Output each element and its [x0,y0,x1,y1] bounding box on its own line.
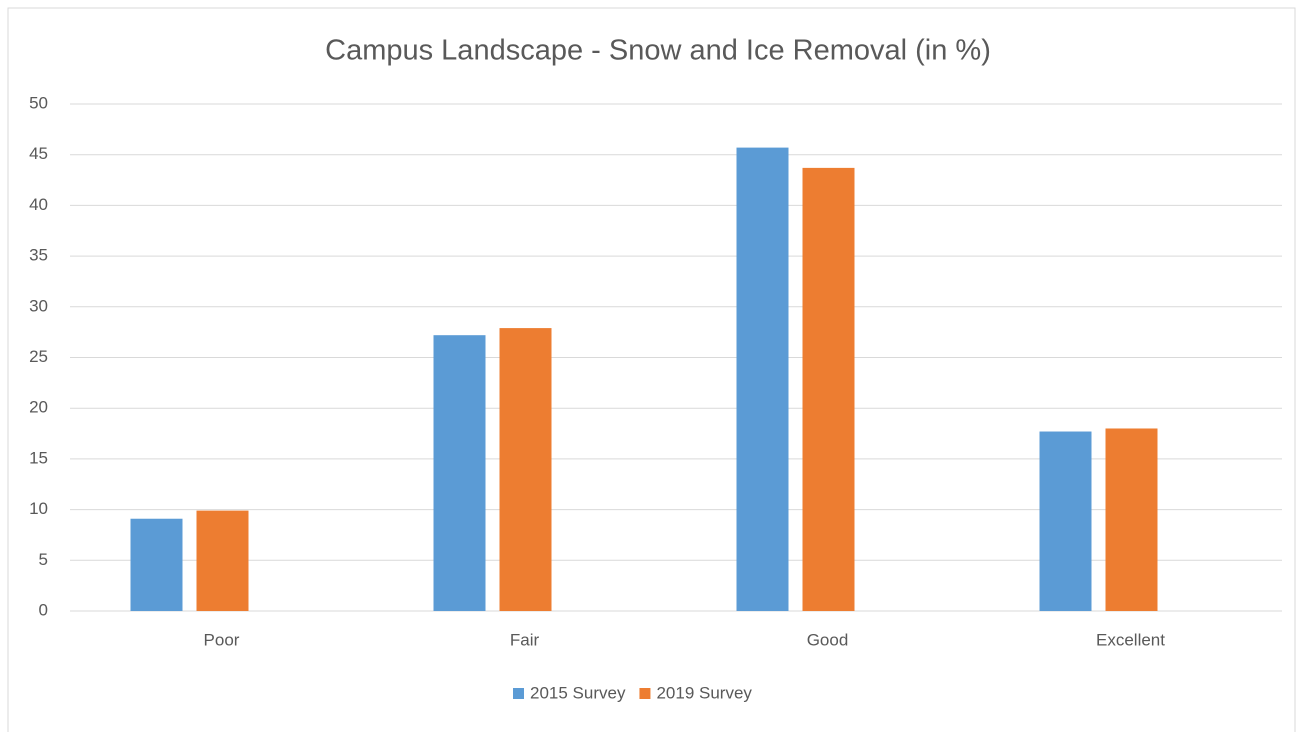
y-tick-label: 30 [29,296,48,315]
bar [433,335,486,611]
legend-label: 2015 Survey [530,683,626,702]
legend-label: 2019 Survey [656,683,752,702]
legend-swatch [639,688,651,699]
y-tick-label: 20 [29,398,48,417]
bar [802,167,855,611]
bar [736,147,789,612]
y-tick-label: 45 [29,144,48,163]
bar [196,510,249,611]
chart-border [7,7,1296,732]
bar [1039,431,1092,611]
chart-title: Campus Landscape - Snow and Ice Removal … [325,35,991,67]
y-tick-label: 15 [29,448,48,467]
y-tick-label: 25 [29,347,48,366]
y-tick-label: 0 [39,600,48,619]
bar [1105,428,1158,611]
legend-swatch [513,688,524,699]
x-tick-label: Poor [204,630,240,649]
y-tick-label: 35 [29,246,48,265]
bar [499,328,552,611]
x-tick-label: Fair [510,630,540,649]
y-tick-label: 5 [39,550,48,569]
y-tick-label: 10 [29,499,48,518]
x-tick-label: Excellent [1096,630,1165,649]
y-tick-label: 50 [29,93,48,112]
y-tick-label: 40 [29,195,48,214]
x-tick-label: Good [807,630,849,649]
bar [130,518,183,611]
